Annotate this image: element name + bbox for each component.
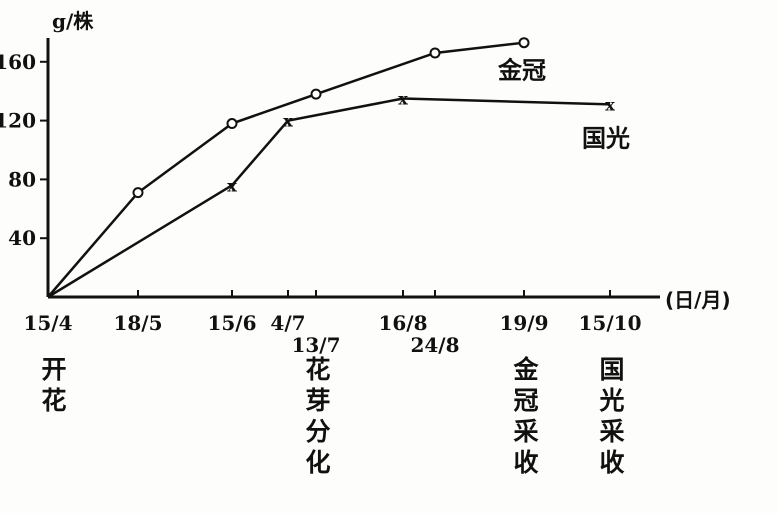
series-line-jinguan bbox=[47, 41, 525, 298]
x-tick-label: 18/5 bbox=[113, 311, 162, 335]
data-point bbox=[518, 37, 530, 49]
annotation-label: 花芽分化 bbox=[302, 356, 331, 480]
data-point bbox=[226, 118, 238, 130]
x-tick-label: 16/8 bbox=[378, 311, 427, 335]
x-tick-label: 24/8 bbox=[410, 333, 459, 357]
data-point bbox=[132, 187, 144, 199]
series-label: 金冠 bbox=[497, 57, 546, 85]
x-tick-label: 13/7 bbox=[291, 333, 340, 357]
data-point bbox=[429, 47, 441, 59]
x-tick-label: 19/9 bbox=[499, 311, 548, 335]
series-line-guoguang bbox=[47, 97, 611, 299]
y-tick-label: 120 bbox=[0, 109, 36, 133]
y-tick-label: 40 bbox=[8, 226, 36, 250]
x-tick-label: 4/7 bbox=[270, 311, 305, 335]
annotation-label: 开花 bbox=[38, 356, 67, 418]
series-label: 国光 bbox=[582, 124, 630, 152]
x-tick-label: 15/10 bbox=[579, 311, 642, 335]
y-tick-label: 160 bbox=[0, 50, 36, 74]
annotation-label: 国光采收 bbox=[596, 356, 625, 480]
x-tick-label: 15/6 bbox=[207, 311, 256, 335]
x-axis-label: (日/月) bbox=[665, 288, 731, 312]
data-point bbox=[310, 88, 322, 100]
x-tick-label: 15/4 bbox=[23, 311, 72, 335]
data-point: x bbox=[227, 176, 237, 195]
y-axis-label: g/株 bbox=[52, 9, 94, 33]
data-point: x bbox=[283, 112, 293, 131]
data-point: x bbox=[398, 90, 408, 109]
annotation-label: 金冠采收 bbox=[510, 356, 539, 480]
data-point: x bbox=[605, 95, 615, 114]
y-tick-label: 80 bbox=[8, 167, 36, 191]
